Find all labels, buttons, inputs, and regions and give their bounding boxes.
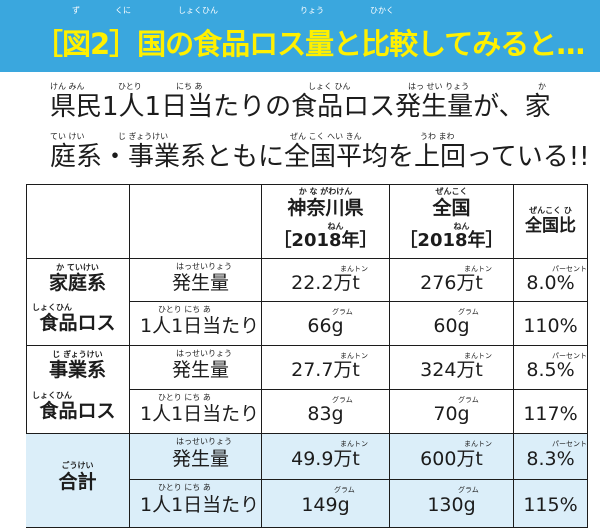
column-header-zenkoku: ぜんこく 全国 ねん ［2018年］ <box>390 184 514 259</box>
subtitle-line2: 庭系・事業系ともに全国平均を上回っている!! <box>50 142 590 172</box>
ruby: はっ せい りょう <box>408 82 470 91</box>
comparison-table: か な がわけん 神奈川県 ねん ［2018年］ ぜんこく 全国 ねん ［201… <box>26 184 588 528</box>
metric-cell: ひとり にち あ 1人1日当たり <box>130 302 262 346</box>
value-cell-zenkoku: まんトン 600万t <box>390 434 514 480</box>
value-cell-kanagawa: グラム 149g <box>262 480 390 528</box>
metric-cell: はっせいりょう 発生量 <box>130 346 262 390</box>
value-cell-zenkoku: グラム 60g <box>390 302 514 346</box>
metric-cell: ひとり にち あ 1人1日当たり <box>130 390 262 434</box>
column-header-kanagawa: か な がわけん 神奈川県 ねん ［2018年］ <box>262 184 390 259</box>
metric-cell: はっせいりょう 発生量 <box>130 259 262 302</box>
group-label-total: ごうけい 合計 <box>26 434 130 528</box>
subtitle-line1: 県民1人1日当たりの食品ロス発生量が、家 <box>50 92 551 122</box>
ruby: けん みん <box>50 82 85 91</box>
group-label-business: じ ぎょうけい 事業系 しょくひん 食品ロス <box>26 346 130 434</box>
ruby: か <box>538 82 546 91</box>
ruby: ひとり <box>118 82 142 91</box>
value-cell-ratio: パーセント 8.3% <box>514 434 588 480</box>
ruby: くに <box>115 6 131 15</box>
value-cell-ratio: パーセント 8.0% <box>514 259 588 302</box>
value-cell-kanagawa: まんトン 22.2万t <box>262 259 390 302</box>
metric-cell: はっせいりょう 発生量 <box>130 434 262 480</box>
value-cell-ratio: パーセント 8.5% <box>514 346 588 390</box>
value-cell-kanagawa: グラム 83g <box>262 390 390 434</box>
group-label-household: か ていけい 家庭系 しょくひん 食品ロス <box>26 259 130 346</box>
value-cell-zenkoku: まんトン 276万t <box>390 259 514 302</box>
value-cell-zenkoku: まんトン 324万t <box>390 346 514 390</box>
value-cell-zenkoku: グラム 130g <box>390 480 514 528</box>
ruby: ひかく <box>370 6 394 15</box>
table-frame <box>26 184 588 528</box>
ruby: しょくひん <box>178 6 218 15</box>
value-cell-ratio: 115% <box>514 480 588 528</box>
value-cell-zenkoku: グラム 70g <box>390 390 514 434</box>
header-banner: ず くに しょくひん りょう ひかく ［図2］国の食品ロス量と比較してみると… <box>0 0 600 72</box>
ruby: うわ まわ <box>420 132 455 141</box>
ruby: りょう <box>300 6 324 15</box>
ruby: ぜん こく へい きん <box>290 132 362 141</box>
ruby: じ ぎょうけい <box>118 132 169 141</box>
value-cell-kanagawa: グラム 66g <box>262 302 390 346</box>
header-empty-cell <box>26 184 130 259</box>
ruby: ず <box>72 6 80 15</box>
ruby: にち あ <box>176 82 203 91</box>
value-cell-kanagawa: まんトン 49.9万t <box>262 434 390 480</box>
metric-cell: ひとり にち あ 1人1日当たり <box>130 480 262 528</box>
column-header-ratio: ぜんこく ひ 全国比 <box>514 184 588 259</box>
value-cell-ratio: 117% <box>514 390 588 434</box>
ruby: てい けい <box>50 132 85 141</box>
page-title: ［図2］国の食品ロス量と比較してみると… <box>34 27 585 61</box>
value-cell-kanagawa: まんトン 27.7万t <box>262 346 390 390</box>
header-empty-cell <box>130 184 262 259</box>
ruby: しょく ひん <box>308 82 351 91</box>
value-cell-ratio: 110% <box>514 302 588 346</box>
